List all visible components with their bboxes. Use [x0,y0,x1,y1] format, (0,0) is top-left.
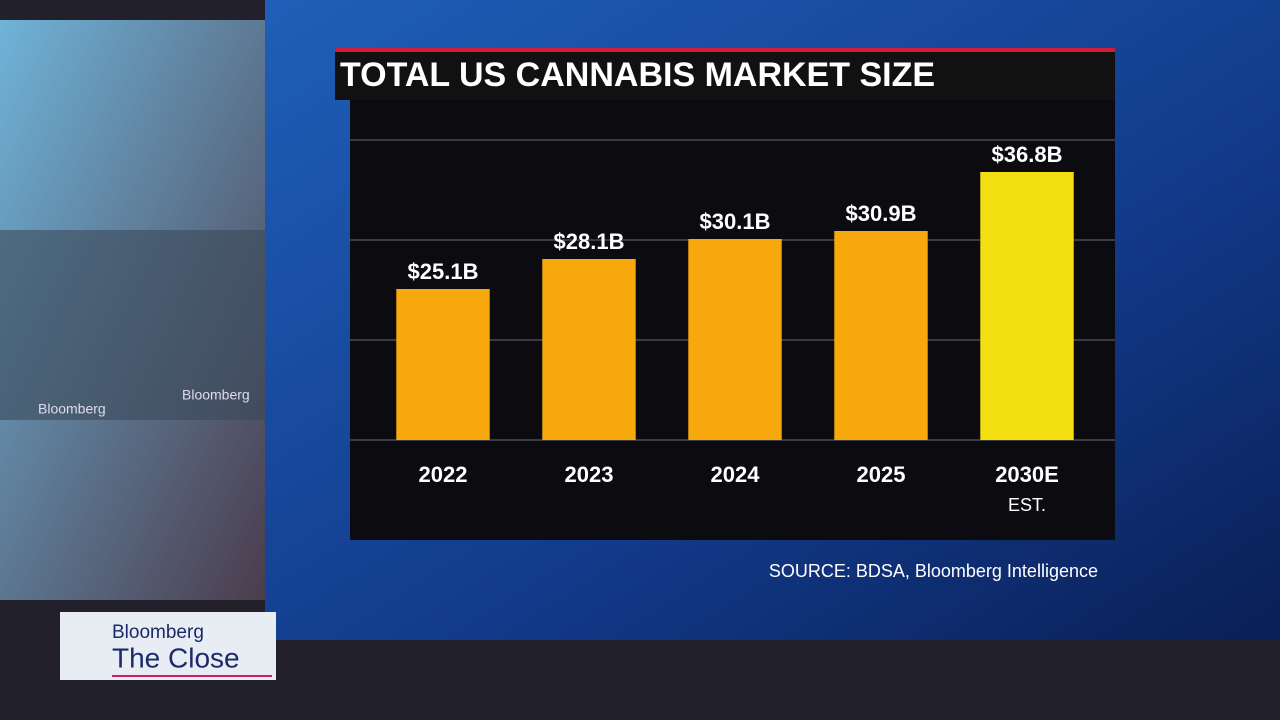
value-label: $30.9B [846,201,917,226]
value-label: $36.8B [992,142,1063,167]
watermark: Bloomberg [182,387,250,403]
show-name: The Close [112,642,240,673]
annotation: EST. [1008,495,1046,515]
logo-rule [112,675,272,677]
title-rule [335,48,1115,52]
bar [834,231,928,440]
x-tick-label: 2023 [565,462,614,487]
bar [688,239,782,440]
network: Bloomberg [112,622,204,643]
value-label: $30.1B [700,209,771,234]
x-tick-label: 2024 [711,462,761,487]
x-tick-label: 2022 [419,462,468,487]
value-label: $28.1B [554,229,625,254]
bar [396,289,490,440]
chart-title: TOTAL US CANNABIS MARKET SIZE [340,56,935,94]
title-bar [335,52,1115,100]
bar [542,259,636,440]
city [0,230,275,420]
x-tick-label: 2025 [857,462,906,487]
x-tick-label: 2030E [995,462,1059,487]
source: SOURCE: BDSA, Bloomberg Intelligence [769,561,1098,581]
logo-box [60,612,276,680]
bar [980,172,1074,440]
value-label: $25.1B [408,259,479,284]
watermark: Bloomberg [38,401,106,417]
